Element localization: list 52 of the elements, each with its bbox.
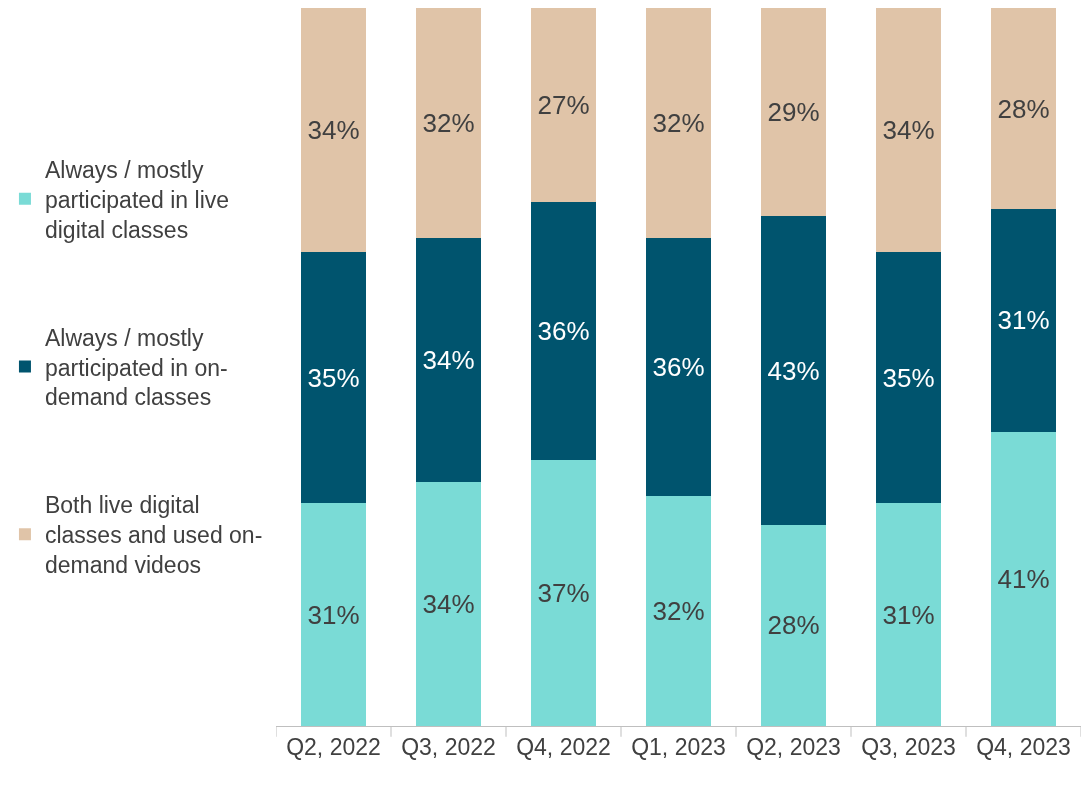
data-label: 34% [422, 588, 475, 619]
legend-label: Always / mostly participated in on-demand classes [44, 324, 228, 411]
bar [416, 481, 481, 726]
x-tick-label: Q4, 2022 [516, 733, 611, 760]
data-label: 32% [652, 596, 705, 627]
data-label: 43% [767, 355, 820, 386]
data-label: 34% [307, 115, 360, 146]
data-label: 27% [537, 89, 590, 120]
x-tick-label: Q4, 2023 [976, 733, 1071, 760]
data-label: 36% [652, 352, 705, 382]
bar [416, 237, 481, 482]
bar [531, 8, 596, 202]
data-label: 36% [537, 316, 590, 347]
data-label: 31% [997, 305, 1050, 336]
bar [301, 503, 366, 726]
x-tick-label: Q1, 2023 [631, 733, 726, 760]
x-tick-label: Q3, 2023 [861, 733, 956, 760]
data-label: 41% [997, 563, 1050, 594]
data-label: 28% [767, 610, 820, 641]
data-label: 34% [882, 115, 935, 146]
x-tick-label: Q3, 2022 [401, 733, 496, 760]
data-label: 28% [997, 93, 1050, 124]
data-label: 29% [767, 97, 820, 128]
bar [876, 252, 941, 504]
bar [531, 201, 596, 461]
bar [646, 237, 711, 497]
bar [761, 216, 826, 525]
bar [991, 431, 1056, 726]
bar [991, 8, 1056, 210]
bar [761, 524, 826, 726]
data-label: 37% [537, 578, 590, 609]
bar [876, 503, 941, 726]
bar [301, 8, 366, 253]
data-label: 35% [882, 362, 935, 393]
legend-label: Both live digital classes and used on-demand videos [44, 492, 263, 579]
data-label: 31% [882, 599, 935, 630]
bar [761, 8, 826, 217]
data-label: 35% [307, 362, 360, 393]
bar [531, 460, 596, 726]
x-tick-label: Q2, 2023 [746, 733, 841, 760]
bar [876, 8, 941, 253]
bar [416, 8, 481, 238]
data-label: 34% [422, 344, 475, 375]
bar [646, 496, 711, 726]
bar [301, 252, 366, 504]
x-tick-label: Q2, 2022 [286, 733, 381, 760]
data-label: 32% [422, 107, 475, 138]
bar [646, 8, 711, 238]
data-label: 31% [307, 599, 360, 630]
bar [991, 209, 1056, 432]
data-label: 32% [652, 107, 705, 138]
legend-label: Always / mostly participated in live digital classes [44, 156, 230, 243]
